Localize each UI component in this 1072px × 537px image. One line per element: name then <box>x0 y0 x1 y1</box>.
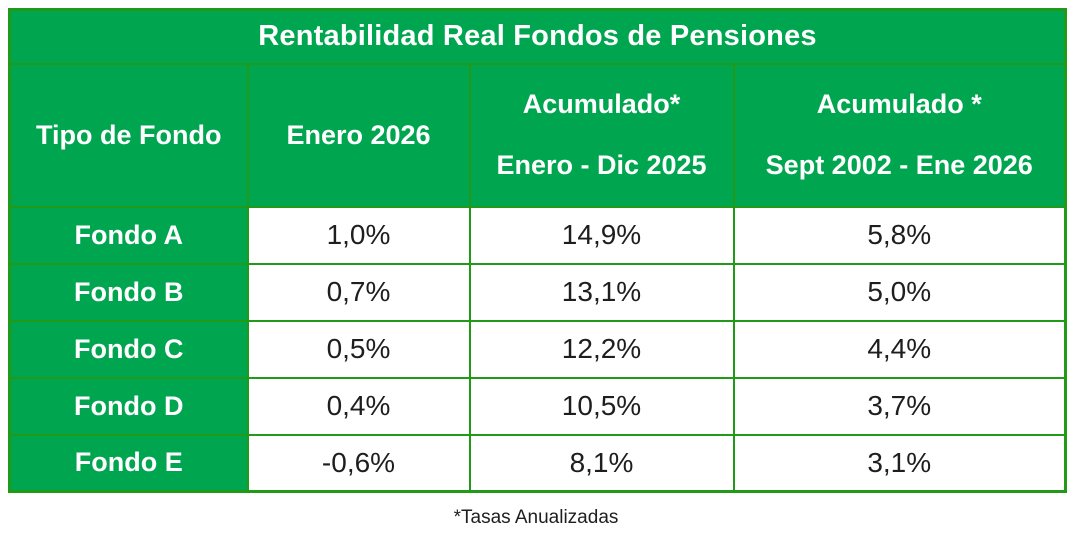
value-acumulado-2025: 10,5% <box>468 376 735 436</box>
table-row-fondo-c: Fondo C 0,5% 12,2% 4,4% <box>8 319 1067 379</box>
table-row-fondo-d: Fondo D 0,4% 10,5% 3,7% <box>8 376 1067 436</box>
header-acumulado-2025-line1: Acumulado* <box>522 89 681 119</box>
fund-label: Fondo C <box>8 319 249 379</box>
value-acumulado-2002-2026: 5,8% <box>732 205 1067 265</box>
title-row: Rentabilidad Real Fondos de Pensiones <box>8 8 1067 65</box>
fund-label: Fondo D <box>8 376 249 436</box>
value-acumulado-2002-2026: 4,4% <box>732 319 1067 379</box>
value-acumulado-2025: 13,1% <box>468 262 735 322</box>
value-enero-2026: 0,7% <box>246 262 471 322</box>
table-row-fondo-b: Fondo B 0,7% 13,1% 5,0% <box>8 262 1067 322</box>
value-acumulado-2002-2026: 3,7% <box>732 376 1067 436</box>
fund-label: Fondo B <box>8 262 249 322</box>
value-acumulado-2025: 8,1% <box>468 433 735 493</box>
table-title: Rentabilidad Real Fondos de Pensiones <box>8 8 1067 65</box>
value-acumulado-2002-2026: 5,0% <box>732 262 1067 322</box>
value-enero-2026: 0,4% <box>246 376 471 436</box>
pension-returns-table: Rentabilidad Real Fondos de Pensiones Ti… <box>8 8 1067 493</box>
table-row-fondo-e: Fondo E -0,6% 8,1% 3,1% <box>8 433 1067 493</box>
value-acumulado-2025: 14,9% <box>468 205 735 265</box>
header-acumulado-2002-2026-line2: Sept 2002 - Ene 2026 <box>765 150 1033 180</box>
value-enero-2026: 0,5% <box>246 319 471 379</box>
value-acumulado-2025: 12,2% <box>468 319 735 379</box>
header-enero-2026: Enero 2026 <box>246 62 471 208</box>
header-row: Tipo de Fondo Enero 2026 Acumulado* Ener… <box>8 62 1067 208</box>
header-acumulado-enero-dic-2025: Acumulado* Enero - Dic 2025 <box>468 62 735 208</box>
value-enero-2026: 1,0% <box>246 205 471 265</box>
header-acumulado-sept-2002-ene-2026: Acumulado * Sept 2002 - Ene 2026 <box>732 62 1067 208</box>
header-acumulado-2002-2026-line1: Acumulado * <box>816 89 982 119</box>
value-enero-2026: -0,6% <box>246 433 471 493</box>
footnote: *Tasas Anualizadas <box>453 507 619 528</box>
fund-label: Fondo A <box>8 205 249 265</box>
table-row-fondo-a: Fondo A 1,0% 14,9% 5,8% <box>8 205 1067 265</box>
value-acumulado-2002-2026: 3,1% <box>732 433 1067 493</box>
header-tipo-de-fondo: Tipo de Fondo <box>8 62 249 208</box>
header-acumulado-2025-line2: Enero - Dic 2025 <box>496 150 707 180</box>
fund-label: Fondo E <box>8 433 249 493</box>
